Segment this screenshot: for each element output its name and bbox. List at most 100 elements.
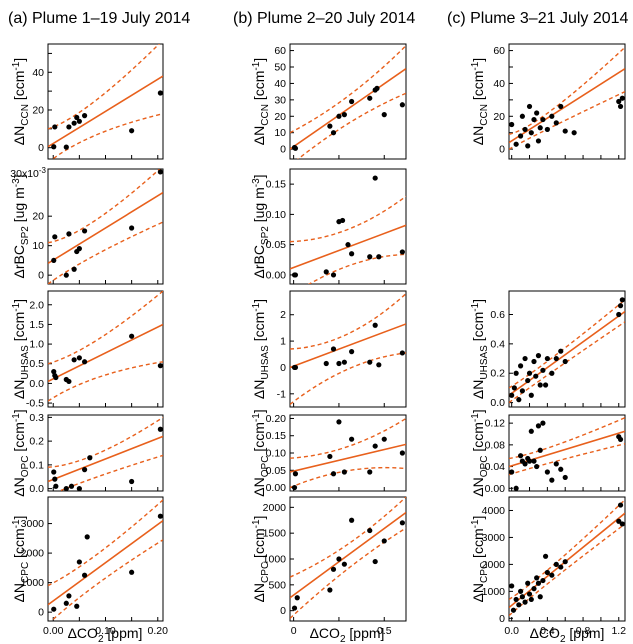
- data-point: [341, 359, 347, 365]
- data-point: [76, 559, 82, 565]
- data-point: [510, 607, 517, 613]
- confidence-band-lower: [50, 539, 163, 621]
- y-axis-label: ΔrBCSP2 [ug m-3]: [251, 174, 271, 278]
- x-tick-label: 0.8: [576, 625, 591, 637]
- data-point: [399, 350, 405, 356]
- y-tick-label: 0.1: [29, 459, 44, 471]
- data-point: [540, 420, 546, 426]
- y-tick-label: 1000: [21, 577, 45, 589]
- data-point: [157, 169, 163, 175]
- data-point: [341, 112, 347, 118]
- panel-0-1: 0 10 20 30x10-3: [10, 166, 164, 285]
- column-title-1: (b) Plume 2–20 July 2014: [233, 10, 415, 27]
- y-tick-label: 3000: [482, 532, 506, 544]
- y-axis-label: ΔNCPC [ccm-1]: [470, 516, 490, 603]
- y-tick-label: 0.0: [29, 378, 44, 390]
- data-point: [518, 363, 524, 369]
- y-tick-label: 500: [268, 579, 286, 591]
- panel-frame: [508, 290, 626, 408]
- panel-2-4: 0 1000 2000 3000 4000 0.0 0.4 0.8 1.2: [482, 496, 626, 637]
- data-point: [129, 128, 135, 134]
- data-point: [336, 113, 342, 119]
- data-point: [330, 272, 337, 278]
- x-axis-label: ΔCO2 [ppm]: [530, 625, 605, 644]
- data-point: [52, 124, 58, 130]
- data-point: [537, 447, 543, 453]
- y-tick-label: 1.0: [29, 339, 44, 351]
- data-point: [562, 559, 568, 565]
- data-point: [399, 520, 405, 526]
- confidence-band-lower: [509, 523, 625, 617]
- y-axis-label: ΔNOPC [ccm-1]: [470, 409, 490, 496]
- y-tick-label: 0.12: [485, 418, 506, 430]
- data-point: [526, 370, 533, 376]
- x-tick-label: 0: [291, 625, 297, 637]
- data-point: [526, 591, 533, 597]
- y-tick-label: 0: [38, 142, 44, 154]
- data-point: [71, 120, 77, 126]
- data-point: [291, 605, 298, 611]
- data-point: [376, 362, 382, 368]
- panels: 020400102030x10-3-0.50.00.51.01.52.00.00…: [10, 43, 626, 637]
- data-point: [323, 360, 329, 367]
- data-point: [522, 126, 528, 133]
- data-point: [66, 378, 72, 385]
- data-point: [509, 121, 515, 128]
- y-tick-label: 2000: [21, 548, 45, 560]
- data-point: [519, 113, 525, 119]
- panel-frame: [508, 414, 626, 492]
- y-tick-label: 10: [274, 127, 286, 139]
- y-axis-labels: ΔNCCN [ccm-1] ΔrBCSP2 [ug m-3] ΔNUHSAS [cc…: [11, 58, 490, 603]
- data-point: [372, 558, 378, 565]
- data-point: [81, 467, 88, 473]
- data-point: [513, 370, 519, 376]
- confidence-band-upper: [48, 416, 163, 468]
- panel-1-3: 0.00 0.05 0.10 0.15 0.20: [266, 413, 407, 494]
- data-point: [525, 377, 531, 384]
- data-point: [63, 272, 69, 278]
- data-point: [535, 580, 542, 586]
- panel-frame: [508, 43, 626, 160]
- data-point: [53, 374, 59, 381]
- data-point: [367, 527, 373, 534]
- data-point: [349, 349, 355, 355]
- data-point: [519, 388, 525, 394]
- data-point: [553, 120, 559, 126]
- data-point: [336, 556, 342, 562]
- panel-0-0: 0 20 40: [32, 43, 164, 160]
- regression-line: [290, 323, 406, 369]
- data-point: [367, 254, 373, 260]
- confidence-band-upper: [48, 291, 163, 365]
- panel-0-2: -0.5 0.0 0.5 1.0 1.5 2.0: [26, 290, 164, 410]
- data-point: [399, 450, 405, 456]
- y-tick-label: 2: [280, 309, 286, 321]
- y-tick-label: 0.4: [490, 338, 505, 350]
- y-tick-label: 1.5: [29, 319, 44, 331]
- y-tick-label: 1500: [263, 528, 287, 540]
- y-axis-label: ΔNUHSAS [ccm-1]: [470, 299, 490, 399]
- y-tick-label: 0.20: [266, 413, 287, 425]
- y-tick-label: 0.15: [266, 430, 287, 442]
- confidence-band-lower: [509, 443, 625, 476]
- data-point: [74, 603, 80, 609]
- data-point: [513, 596, 519, 603]
- y-tick-label: 0: [38, 270, 44, 282]
- data-point: [535, 138, 542, 144]
- data-point: [549, 477, 555, 483]
- data-point: [526, 458, 533, 464]
- data-point: [399, 102, 405, 108]
- data-point: [522, 599, 528, 605]
- y-tick-label: 0.00: [485, 483, 506, 495]
- data-point: [52, 476, 58, 482]
- confidence-band-upper: [509, 46, 625, 136]
- panel-2-0: 0 20 40 60: [493, 43, 626, 160]
- data-point: [522, 461, 528, 467]
- data-point: [349, 98, 355, 105]
- data-point: [537, 594, 543, 600]
- panel-1-0: 0 10 20 30 40 50 60: [274, 43, 407, 160]
- data-point: [542, 553, 549, 559]
- data-point: [157, 513, 163, 519]
- y-axis-label: ΔNCCN [ccm-1]: [251, 58, 271, 145]
- data-point: [367, 469, 373, 475]
- data-point: [336, 360, 342, 367]
